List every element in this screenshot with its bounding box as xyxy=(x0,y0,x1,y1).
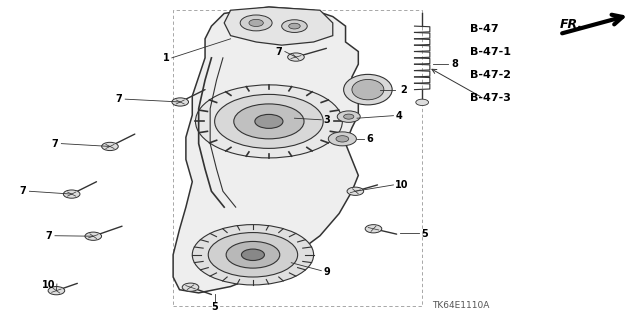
Polygon shape xyxy=(173,7,358,293)
Polygon shape xyxy=(224,7,333,45)
Text: B-47-1: B-47-1 xyxy=(470,47,511,57)
Text: 10: 10 xyxy=(42,280,55,290)
Text: 7: 7 xyxy=(275,47,282,56)
Circle shape xyxy=(337,111,360,122)
Circle shape xyxy=(241,249,264,261)
Circle shape xyxy=(365,225,382,233)
Circle shape xyxy=(289,23,300,29)
Circle shape xyxy=(172,98,189,106)
Circle shape xyxy=(328,132,356,146)
Circle shape xyxy=(192,225,314,285)
Text: 5: 5 xyxy=(421,229,428,239)
Circle shape xyxy=(344,114,354,119)
Circle shape xyxy=(255,115,283,128)
Text: 7: 7 xyxy=(115,94,122,104)
Circle shape xyxy=(347,187,364,196)
Circle shape xyxy=(416,99,429,106)
Circle shape xyxy=(214,94,323,148)
Text: 7: 7 xyxy=(19,186,26,196)
Text: 4: 4 xyxy=(396,111,402,121)
Circle shape xyxy=(102,142,118,151)
Text: B-47: B-47 xyxy=(470,24,499,34)
Circle shape xyxy=(234,104,304,139)
Circle shape xyxy=(282,20,307,33)
Circle shape xyxy=(249,19,263,26)
Text: 5: 5 xyxy=(211,302,218,312)
Circle shape xyxy=(48,286,65,295)
Circle shape xyxy=(195,85,342,158)
Text: 8: 8 xyxy=(451,59,458,69)
Text: FR.: FR. xyxy=(559,18,582,31)
Text: 2: 2 xyxy=(400,85,406,95)
Ellipse shape xyxy=(352,79,384,100)
Text: 7: 7 xyxy=(45,231,52,241)
Text: B-47-2: B-47-2 xyxy=(470,70,511,80)
Circle shape xyxy=(287,53,304,61)
Circle shape xyxy=(63,190,80,198)
Circle shape xyxy=(85,232,102,240)
Circle shape xyxy=(208,233,298,277)
Text: 7: 7 xyxy=(51,139,58,149)
Text: 9: 9 xyxy=(323,267,330,277)
Circle shape xyxy=(226,241,280,268)
Circle shape xyxy=(336,136,349,142)
Ellipse shape xyxy=(344,74,392,105)
Text: 6: 6 xyxy=(366,134,372,144)
Text: 10: 10 xyxy=(396,180,409,190)
Text: 1: 1 xyxy=(163,53,170,63)
Bar xyxy=(173,10,422,306)
Text: TK64E1110A: TK64E1110A xyxy=(432,301,489,310)
Text: B-47-3: B-47-3 xyxy=(470,93,511,103)
Text: 3: 3 xyxy=(323,115,330,125)
Circle shape xyxy=(182,283,199,291)
Circle shape xyxy=(240,15,272,31)
